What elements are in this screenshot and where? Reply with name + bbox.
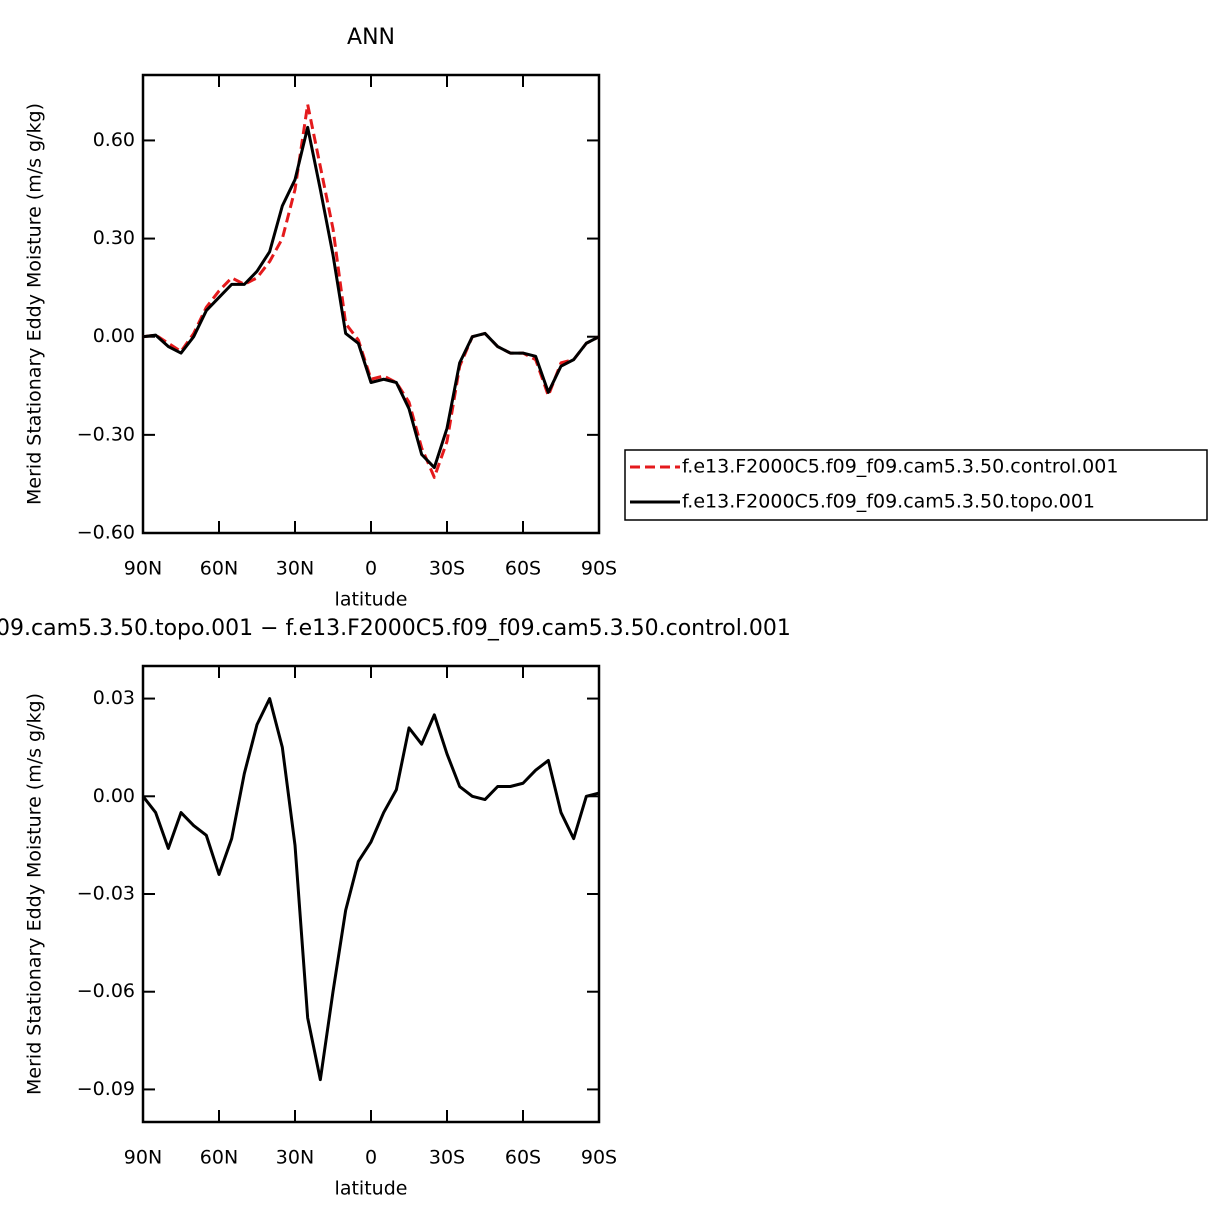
x-tick-label: 60N: [200, 558, 238, 580]
x-tick-label: 60S: [505, 558, 541, 580]
y-tick-label: 0.03: [93, 687, 135, 709]
x-tick-label: 0: [365, 558, 377, 580]
y-tick-label: 0.30: [93, 227, 135, 249]
y-tick-label: −0.60: [77, 522, 135, 544]
x-tick-label: 30S: [429, 558, 465, 580]
legend-box: [624, 449, 1208, 521]
y-tick-label: 0.60: [93, 129, 135, 151]
legend-label: f.e13.F2000C5.f09_f09.cam5.3.50.topo.001: [682, 491, 1095, 513]
x-tick-label: 30N: [276, 1147, 314, 1169]
x-axis-label: latitude: [335, 589, 408, 611]
x-tick-label: 60S: [505, 1147, 541, 1169]
x-tick-label: 90S: [581, 1147, 617, 1169]
chart-title: ANN: [347, 25, 395, 50]
y-tick-label: −0.30: [77, 423, 135, 445]
series-line: [142, 125, 600, 470]
x-tick-label: 90N: [124, 1147, 162, 1169]
x-tick-label: 90S: [581, 558, 617, 580]
y-axis-label: Merid Stationary Eddy Moisture (m/s g/kg…: [24, 103, 46, 505]
x-tick-label: 30N: [276, 558, 314, 580]
x-tick-label: 30S: [429, 1147, 465, 1169]
y-tick-label: −0.06: [77, 980, 135, 1002]
x-axis-label: latitude: [335, 1178, 408, 1200]
series-line: [142, 102, 600, 479]
y-tick-label: 0.00: [93, 325, 135, 347]
legend-label: f.e13.F2000C5.f09_f09.cam5.3.50.control.…: [682, 456, 1118, 478]
plot-frame: [141, 73, 601, 535]
y-tick-label: −0.09: [77, 1078, 135, 1100]
y-tick-label: 0.00: [93, 785, 135, 807]
plot-frame: [141, 664, 601, 1124]
x-tick-label: 90N: [124, 558, 162, 580]
y-tick-label: −0.03: [77, 883, 135, 905]
chart-title: 09.cam5.3.50.topo.001 − f.e13.F2000C5.f0…: [0, 616, 791, 641]
x-tick-label: 60N: [200, 1147, 238, 1169]
x-tick-label: 0: [365, 1147, 377, 1169]
y-axis-label: Merid Stationary Eddy Moisture (m/s g/kg…: [24, 693, 46, 1095]
series-line: [141, 697, 600, 1082]
